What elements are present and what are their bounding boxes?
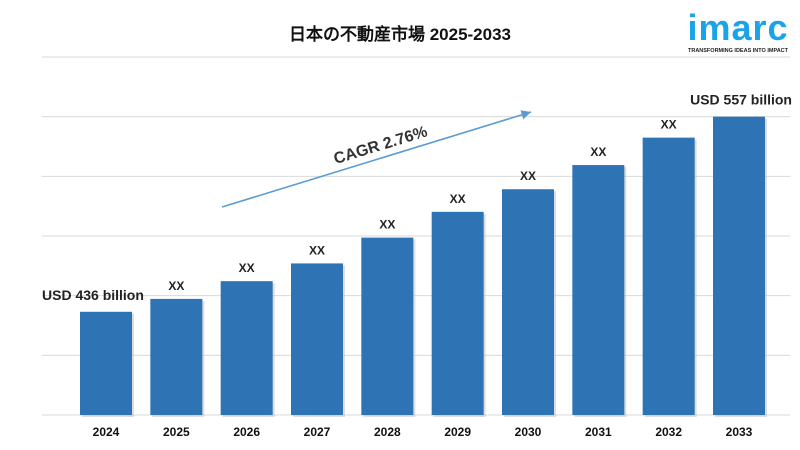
bar: [220, 281, 273, 415]
data-label: XX: [239, 261, 255, 275]
data-label: XX: [520, 169, 536, 183]
bar: [572, 165, 625, 415]
bar: [431, 211, 484, 415]
data-label: XX: [590, 145, 606, 159]
bar: [642, 137, 695, 416]
data-label: USD 557 billion: [690, 92, 792, 108]
x-tick-label: 2030: [515, 425, 542, 439]
cagr-label: CAGR 2.76%: [332, 123, 430, 168]
x-tick-label: 2028: [374, 425, 401, 439]
bar: [80, 311, 132, 415]
x-tick-label: 2026: [233, 425, 260, 439]
bar: [361, 237, 414, 415]
x-tick-label: 2025: [163, 425, 190, 439]
data-label: USD 436 billion: [42, 287, 144, 303]
data-label: XX: [450, 192, 466, 206]
x-tick-label: 2033: [726, 425, 753, 439]
data-label: XX: [168, 279, 184, 293]
x-tick-label: 2024: [93, 425, 120, 439]
cagr-arrow: [221, 110, 532, 208]
bar: [713, 116, 765, 416]
logo-word: imarc: [687, 7, 789, 48]
logo-tagline: TRANSFORMING IDEAS INTO IMPACT: [687, 48, 789, 54]
data-label: XX: [309, 243, 325, 257]
bar: [291, 263, 343, 415]
x-tick-label: 2027: [304, 425, 331, 439]
x-tick-label: 2032: [655, 425, 682, 439]
imarc-logo: imarc TRANSFORMING IDEAS INTO IMPACT: [682, 7, 794, 55]
data-label: XX: [661, 118, 677, 132]
x-tick-label: 2031: [585, 425, 612, 439]
data-label: XX: [379, 218, 395, 232]
chart-title: 日本の不動産市場 2025-2033: [288, 25, 512, 44]
bar: [502, 189, 554, 415]
x-tick-label: 2029: [444, 425, 471, 439]
bar: [150, 298, 203, 415]
